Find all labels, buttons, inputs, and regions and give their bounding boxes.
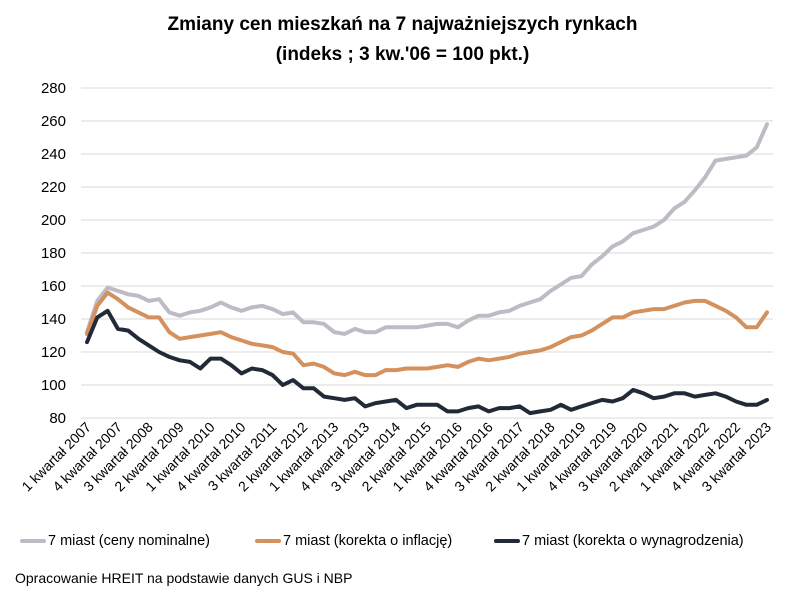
series-line-1 [85, 290, 769, 378]
y-tick-label: 200 [41, 212, 66, 229]
y-axis-ticks: 280 260 240 220 200 180 160 140 120 100 80 [41, 80, 66, 427]
legend-item-inflation: 7 miast (korekta o inflację) [255, 533, 452, 549]
y-tick-label: 260 [41, 113, 66, 130]
series-lines [85, 122, 769, 416]
y-tick-label: 120 [41, 344, 66, 361]
y-tick-label: 140 [41, 311, 66, 328]
legend-swatch-nominal [20, 539, 46, 543]
y-tick-label: 100 [41, 377, 66, 394]
gridlines [81, 87, 773, 419]
chart-subtitle: (indeks ; 3 kw.'06 = 100 pkt.) [275, 44, 530, 65]
y-tick-label: 160 [41, 278, 66, 295]
chart-title: Zmiany cen mieszkań na 7 najważniejszych… [167, 14, 638, 35]
legend-swatch-inflation [255, 539, 281, 543]
y-tick-label: 240 [41, 146, 66, 163]
y-tick-label: 80 [49, 410, 66, 427]
series-line-0 [85, 122, 769, 336]
line-chart: 280 260 240 220 200 180 160 140 120 100 80 1 kwart… [18, 80, 774, 495]
legend-label-nominal: 7 miast (ceny nominalne) [48, 533, 210, 549]
legend-item-wages: 7 miast (korekta o wynagrodzenia) [494, 533, 744, 549]
y-tick-label: 180 [41, 245, 66, 262]
legend-label-inflation: 7 miast (korekta o inflację) [283, 533, 453, 549]
legend: 7 miast (ceny nominalne) 7 miast (korekt… [0, 533, 805, 555]
y-tick-label: 220 [41, 179, 66, 196]
legend-label-wages: 7 miast (korekta o wynagrodzenia) [522, 533, 744, 549]
y-tick-label: 280 [41, 80, 66, 97]
source-note: Opracowanie HREIT na podstawie danych GU… [15, 570, 353, 586]
series-line-2 [85, 308, 769, 416]
legend-item-nominal: 7 miast (ceny nominalne) [20, 533, 210, 549]
legend-swatch-wages [494, 539, 520, 543]
